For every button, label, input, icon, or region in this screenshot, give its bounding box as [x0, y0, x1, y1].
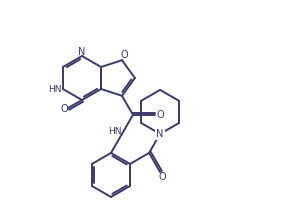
Text: N: N — [78, 47, 86, 57]
Text: O: O — [158, 172, 166, 182]
Text: HN: HN — [108, 127, 122, 136]
Text: N: N — [156, 129, 164, 139]
Text: HN: HN — [48, 84, 62, 94]
Text: O: O — [60, 104, 68, 114]
Text: O: O — [120, 50, 128, 60]
Text: O: O — [156, 110, 164, 120]
